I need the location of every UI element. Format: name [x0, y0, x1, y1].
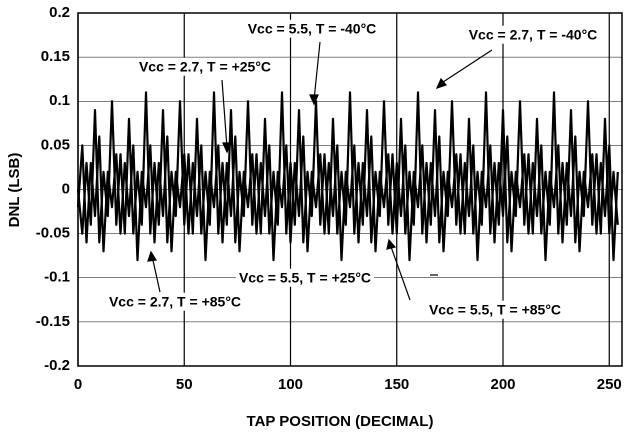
x-tick-label: 100 [278, 376, 303, 393]
x-tick-label: 200 [490, 376, 515, 393]
y-tick-label: -0.2 [44, 357, 70, 374]
annotation-background [135, 57, 275, 76]
annotation: Vcc = 2.7, T = +85°C [109, 294, 241, 310]
x-tick-label: 0 [74, 376, 82, 393]
annotation: Vcc = 5.5, T = -40°C [248, 21, 377, 37]
x-axis-label: TAP POSITION (DECIMAL) [247, 413, 434, 430]
annotation-background [235, 268, 375, 287]
y-tick-label: 0.15 [41, 48, 70, 65]
annotation-background [244, 19, 380, 38]
y-tick-label: 0.1 [49, 92, 70, 109]
annotation-background [105, 292, 245, 311]
y-tick-label: -0.1 [44, 269, 70, 286]
annotation: Vcc = 2.7, T = -40°C [469, 27, 598, 43]
y-tick-label: 0.2 [49, 4, 70, 21]
annotation-background [465, 25, 601, 44]
x-tick-label: 250 [597, 376, 622, 393]
x-tick-label: 150 [384, 376, 409, 393]
annotation: Vcc = 5.5, T = +85°C [429, 302, 561, 318]
data-line [76, 135, 619, 262]
annotation: Vcc = 5.5, T = +25°C [239, 270, 371, 286]
data-line [76, 91, 619, 244]
y-axis-label: DNL (LSB) [6, 153, 23, 228]
annotation: Vcc = 2.7, T = +25°C [139, 59, 271, 75]
x-tick-label: 50 [176, 376, 193, 393]
annotation-background [425, 300, 565, 319]
y-tick-label: -0.05 [36, 225, 70, 242]
y-tick-label: 0.05 [41, 136, 70, 153]
y-tick-label: -0.15 [36, 313, 70, 330]
y-tick-label: 0 [62, 180, 70, 197]
annotation-arrows [147, 41, 493, 301]
